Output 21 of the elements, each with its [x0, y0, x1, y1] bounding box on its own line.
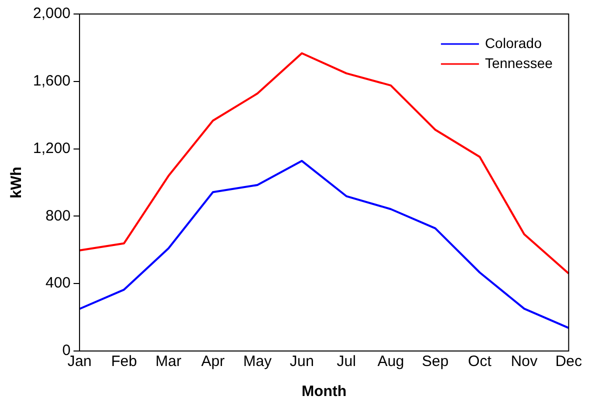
x-tick-label: Feb	[111, 353, 137, 370]
y-tick-label: 1,600	[32, 72, 71, 90]
x-tick-label: Sep	[422, 353, 449, 370]
y-tick-label: 1,200	[32, 140, 71, 157]
legend-label: Tennessee	[484, 54, 553, 71]
y-tick-label: 400	[46, 274, 71, 292]
y-tick-label: 0	[62, 342, 71, 360]
x-tick-label: Jun	[290, 353, 314, 370]
x-tick-label: Apr	[201, 353, 225, 370]
y-tick-label: 2,000	[32, 5, 71, 22]
x-tick-label: Aug	[377, 353, 404, 370]
x-tick-label: Dec	[555, 353, 582, 370]
x-tick-label: Mar	[156, 353, 182, 370]
x-tick-label: Jul	[336, 353, 356, 370]
x-tick-label: May	[243, 353, 272, 370]
x-tick-label: Nov	[510, 353, 538, 370]
legend-label: Colorado	[484, 34, 542, 51]
x-tick-label: Oct	[468, 353, 492, 370]
y-axis-title: kWh	[8, 166, 26, 198]
x-axis-title: Month	[302, 383, 347, 400]
y-tick-label: 800	[46, 207, 71, 224]
